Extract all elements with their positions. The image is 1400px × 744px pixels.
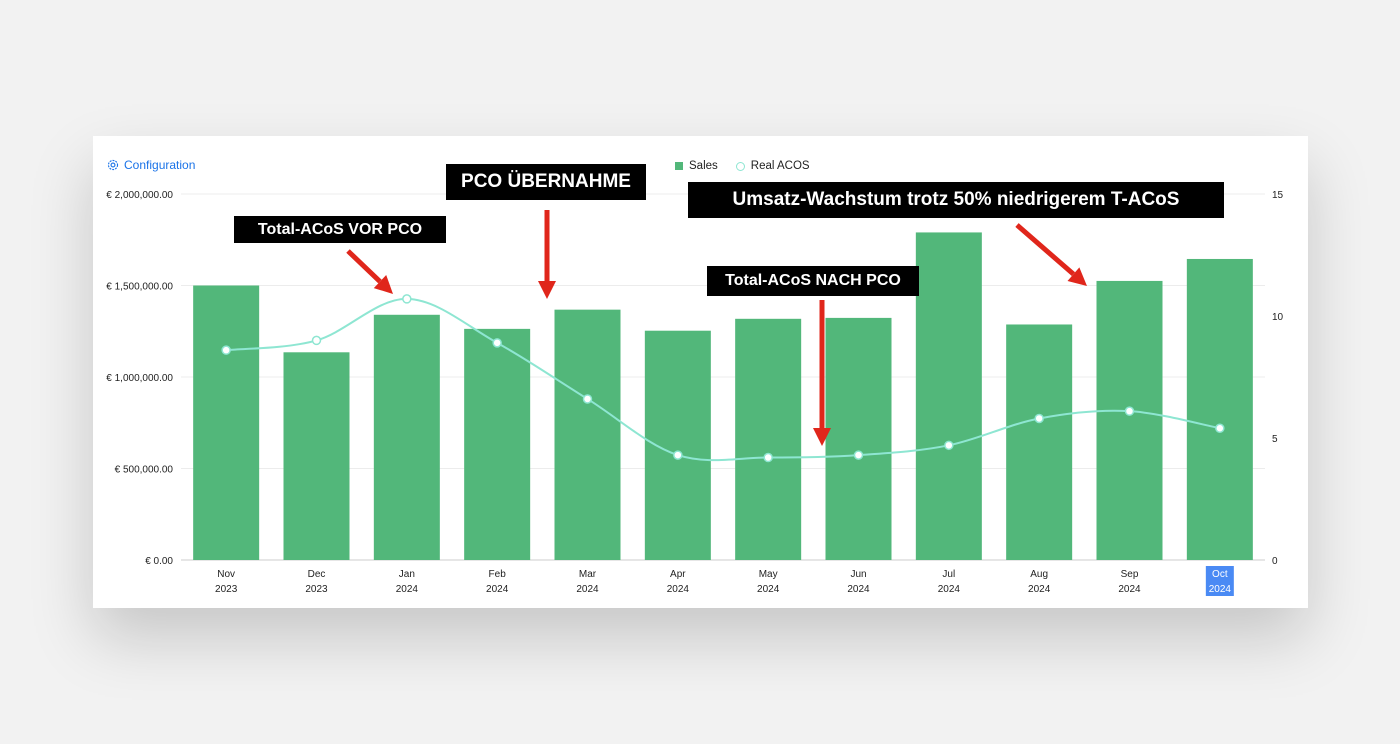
x-tick-label: Sep <box>1121 569 1139 580</box>
y-left-tick-label: € 1,000,000.00 <box>106 373 173 384</box>
arrow-acos-before-shaft <box>346 249 382 284</box>
sales-bar <box>554 309 621 560</box>
callout-acos-before: Total-ACoS VOR PCO <box>234 216 446 243</box>
legend-item-sales[interactable]: Sales <box>675 160 718 172</box>
sales-bar <box>464 328 531 560</box>
sales-bar <box>1006 324 1073 560</box>
y-right-tick-label: 10 <box>1272 312 1284 323</box>
x-tick-label: 2024 <box>396 584 419 595</box>
acos-point <box>673 450 683 460</box>
sales-swatch <box>675 162 683 170</box>
acos-point <box>944 440 954 451</box>
x-tick-label: Apr <box>670 569 686 580</box>
x-tick-label: 2023 <box>305 584 328 595</box>
x-label-highlight <box>1205 566 1234 596</box>
arrow-acos-after-head <box>813 428 831 446</box>
acos-point <box>853 450 864 460</box>
sales-bar <box>373 314 440 560</box>
x-tick-label: Dec <box>308 569 326 580</box>
y-left-tick-label: € 0.00 <box>145 556 173 567</box>
x-tick-label: 2024 <box>1028 584 1051 595</box>
x-tick-label: 2024 <box>667 584 690 595</box>
y-right-tick-label: 0 <box>1272 556 1278 567</box>
x-tick-label: Jul <box>942 569 955 580</box>
gear-icon <box>107 159 119 171</box>
arrow-acos-before-head <box>373 275 393 294</box>
y-left-tick-label: € 2,000,000.00 <box>106 190 173 201</box>
sales-bar <box>1096 280 1163 560</box>
acos-point <box>1124 406 1135 416</box>
configuration-link[interactable]: Configuration <box>106 158 195 172</box>
x-tick-label: 2024 <box>847 584 870 595</box>
x-tick-label: Oct <box>1212 569 1228 580</box>
x-tick-label: 2024 <box>576 584 599 595</box>
arrow-sales-growth-head <box>1067 267 1087 286</box>
configuration-label: Configuration <box>124 158 196 172</box>
x-tick-label: 2024 <box>1118 584 1141 595</box>
y-left-tick-label: € 500,000.00 <box>115 465 174 476</box>
x-tick-label: Jun <box>850 569 866 580</box>
callout-pco-takeover: PCO ÜBERNAHME <box>446 164 646 200</box>
acos-point <box>763 452 773 463</box>
x-tick-label: 2023 <box>215 584 238 595</box>
x-tick-label: Feb <box>489 569 507 580</box>
x-tick-label: Aug <box>1030 569 1048 580</box>
sales-acos-chart: € 0.00 € 500,000.00 € 1,000,000.00 € 1,500,… <box>106 190 1284 596</box>
acos-point <box>402 294 412 304</box>
y-right-tick-label: 5 <box>1272 434 1278 445</box>
legend-sales-label: Sales <box>689 160 718 172</box>
arrow-pco-takeover-head <box>538 281 556 299</box>
sales-bar <box>825 317 892 560</box>
legend-acos-label: Real ACOS <box>750 160 810 172</box>
acos-point <box>221 345 231 355</box>
x-tick-label: 2024 <box>1209 584 1232 595</box>
acos-point <box>311 335 322 346</box>
x-tick-label: Jan <box>399 569 415 580</box>
y-right-tick-label: 15 <box>1272 190 1284 201</box>
arrow-sales-growth-shaft <box>1015 223 1076 277</box>
sales-bar <box>283 352 350 560</box>
acos-swatch <box>735 161 745 171</box>
acos-point <box>1215 423 1225 433</box>
legend-item-acos[interactable]: Real ACOS <box>735 160 810 172</box>
x-tick-label: May <box>759 569 778 580</box>
callout-acos-after: Total-ACoS NACH PCO <box>707 266 919 296</box>
x-tick-label: 2024 <box>486 584 509 595</box>
sales-bar <box>735 318 802 560</box>
acos-point <box>492 338 502 348</box>
sales-bar <box>915 232 982 560</box>
acos-point <box>582 394 593 404</box>
sales-bar <box>1186 258 1253 560</box>
x-tick-label: 2024 <box>757 584 780 595</box>
y-left-tick-label: € 1,500,000.00 <box>106 282 173 293</box>
x-tick-label: Nov <box>217 569 235 580</box>
x-tick-label: 2024 <box>938 584 961 595</box>
x-tick-label: Mar <box>579 569 597 580</box>
acos-point <box>1034 413 1044 424</box>
chart-card: Configuration Sales Real ACOS € 0.00 € 50… <box>93 136 1308 608</box>
sales-bar <box>193 285 260 560</box>
callout-sales-growth: Umsatz-Wachstum trotz 50% niedrigerem T-… <box>688 182 1224 218</box>
chart-legend: Sales Real ACOS <box>675 160 810 172</box>
